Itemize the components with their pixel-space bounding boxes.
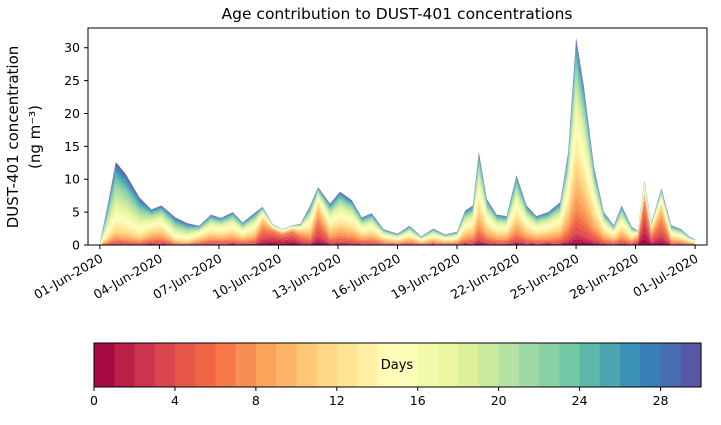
colorbar-cell xyxy=(255,343,277,387)
y-tick-label: 5 xyxy=(72,205,80,220)
y-tick-label: 20 xyxy=(64,106,80,121)
colorbar-cell xyxy=(94,343,115,387)
colorbar-cell xyxy=(195,343,216,387)
colorbar: 0 4 8 12 16 20 24 28 xyxy=(90,342,702,408)
age-band xyxy=(99,160,696,245)
colorbar-cell xyxy=(357,343,378,387)
colorbar-cell xyxy=(620,343,641,387)
colorbar-tick-label: 24 xyxy=(572,393,588,408)
colorbar-cell xyxy=(377,343,399,387)
y-axis-label-line2: (ng m⁻³) xyxy=(26,105,44,169)
age-band xyxy=(99,149,696,245)
colorbar-cell xyxy=(437,343,459,387)
colorbar-label: Days xyxy=(381,358,414,373)
colorbar-cell xyxy=(316,343,338,387)
y-tick-label: 30 xyxy=(64,40,80,55)
y-axis-label-line1: DUST-401 concentration xyxy=(4,46,22,229)
colorbar-cell xyxy=(215,343,237,387)
colorbar-cell xyxy=(498,343,520,387)
age-band xyxy=(99,47,696,244)
colorbar-cell xyxy=(458,343,480,387)
colorbar-tick-label: 0 xyxy=(90,393,98,408)
stacked-age-bands xyxy=(99,37,696,245)
colorbar-cell xyxy=(680,343,702,387)
colorbar-cell xyxy=(114,343,136,387)
age-band xyxy=(99,214,696,245)
age-band xyxy=(99,204,696,245)
colorbar-cell xyxy=(559,343,581,387)
colorbar-cell xyxy=(336,343,358,387)
y-axis: 0 5 10 15 20 25 30 xyxy=(64,40,88,253)
plot-border xyxy=(87,27,708,246)
x-tick-label: 01-Jul-2020 xyxy=(630,251,700,300)
colorbar-cell xyxy=(235,343,257,387)
colorbar-cell xyxy=(154,343,176,387)
age-band xyxy=(99,37,696,244)
colorbar-cell xyxy=(518,343,540,387)
x-axis: 01-Jun-202004-Jun-202007-Jun-202010-Jun-… xyxy=(31,245,701,302)
age-band xyxy=(99,50,696,244)
y-tick-label: 25 xyxy=(64,73,80,88)
colorbar-cell xyxy=(397,343,419,387)
colorbar-tick-label: 8 xyxy=(252,393,260,408)
age-band xyxy=(99,41,696,244)
colorbar-cell xyxy=(296,343,318,387)
y-tick-label: 10 xyxy=(64,172,80,187)
colorbar-cell xyxy=(174,343,196,387)
age-band xyxy=(99,44,696,244)
colorbar-cell xyxy=(660,343,682,387)
y-tick-label: 15 xyxy=(64,139,80,154)
colorbar-tick-label: 4 xyxy=(171,393,179,408)
colorbar-border xyxy=(93,342,702,388)
colorbar-cell xyxy=(417,343,439,387)
colorbar-cell xyxy=(539,343,560,387)
y-tick-label: 0 xyxy=(72,238,80,253)
colorbar-cell xyxy=(640,343,662,387)
chart-title: Age contribution to DUST-401 concentrati… xyxy=(222,5,573,23)
colorbar-cell xyxy=(579,343,601,387)
colorbar-tick-label: 12 xyxy=(329,393,345,408)
colorbar-cell xyxy=(599,343,621,387)
age-band xyxy=(99,209,696,245)
colorbar-cell xyxy=(276,343,297,387)
colorbar-tick-label: 16 xyxy=(410,393,426,408)
colorbar-cell xyxy=(478,343,500,387)
colorbar-cell xyxy=(134,343,156,387)
colorbar-tick-label: 20 xyxy=(491,393,507,408)
colorbar-tick-label: 28 xyxy=(653,393,669,408)
